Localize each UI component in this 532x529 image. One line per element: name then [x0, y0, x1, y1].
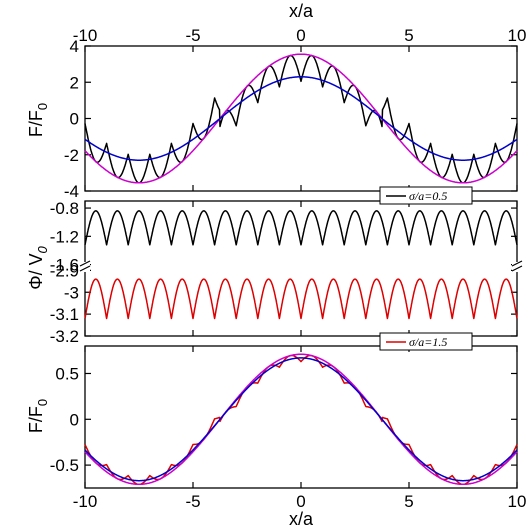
mid-upper-ytick-label: -1.6 — [50, 256, 79, 275]
bot-ytick-label: -0.5 — [50, 456, 79, 475]
legend-box-2 — [379, 332, 473, 351]
bottom-x-axis-title: x/a — [289, 509, 314, 529]
svg-text:Φ/ V0: Φ/ V0 — [26, 245, 50, 289]
bottom-panel-ticks: -10 -5 0 5 10 -0.5 0 0.5 — [50, 346, 527, 511]
bottom-y-axis-title-sub: 0 — [35, 399, 50, 406]
bottom-y-axis-title-main: F/F — [26, 406, 46, 433]
mid-upper-ytick-label: -0.8 — [50, 199, 79, 218]
mid-upper-ytick-label: -1.2 — [50, 227, 79, 246]
top-series-2 — [84, 76, 518, 161]
top-xtick-label: 10 — [508, 26, 527, 45]
bot-ytick-label: 0 — [70, 410, 79, 429]
bottom-series-0 — [84, 354, 518, 486]
axis-break-right-lower — [511, 265, 523, 272]
top-y-axis-title: F/F0 — [26, 103, 50, 137]
bottom-panel-series — [84, 353, 518, 486]
legend-label-1: σ/a=0.5 — [409, 189, 447, 203]
top-series-1 — [84, 53, 518, 184]
svg-text:F/F0: F/F0 — [26, 399, 50, 433]
top-ytick-label: -2 — [64, 146, 79, 165]
middle-y-axis-title-main: Φ/ V — [26, 253, 46, 289]
top-x-axis-title: x/a — [289, 1, 314, 21]
axis-break-right-gap — [512, 262, 522, 272]
bottom-series-1 — [84, 353, 518, 486]
bottom-y-axis-title: F/F0 — [26, 399, 50, 433]
axis-break-left-upper — [79, 260, 91, 267]
top-xtick-label: 5 — [404, 26, 413, 45]
mid-upper-series-0 — [84, 210, 518, 246]
top-xtick-label: -10 — [73, 26, 98, 45]
middle-y-axis-title: Φ/ V0 — [26, 245, 50, 289]
bot-xtick-label: -5 — [185, 492, 200, 511]
legend-label-2: σ/a=1.5 — [409, 335, 447, 349]
top-y-axis-title-main: F/F — [26, 110, 46, 137]
bot-xtick-label: 5 — [404, 492, 413, 511]
bottom-series-2 — [84, 357, 518, 482]
top-xtick-label: 0 — [296, 26, 305, 45]
legend-box-1 — [379, 186, 473, 205]
bot-xtick-label: 10 — [508, 492, 527, 511]
top-xtick-label: -5 — [185, 26, 200, 45]
mid-lower-series-0 — [84, 278, 518, 320]
legend-sigma-0-5: σ/a=0.5 — [379, 186, 473, 205]
middle-y-axis-title-sub: 0 — [35, 245, 50, 253]
top-ytick-label: -4 — [64, 182, 79, 201]
axis-break-left-gap — [80, 262, 90, 272]
top-series-0 — [84, 54, 518, 184]
svg-text:F/F0: F/F0 — [26, 103, 50, 137]
axis-break-right-upper — [511, 260, 523, 267]
axis-break-left-lower — [79, 265, 91, 272]
legend-sigma-1-5: σ/a=1.5 — [379, 332, 473, 351]
mid-lower-ytick-label: -3.2 — [50, 327, 79, 346]
top-ytick-label: 2 — [70, 73, 79, 92]
middle-panel-series — [84, 210, 518, 320]
top-panel-series — [84, 53, 518, 184]
top-panel-frame — [84, 45, 518, 192]
top-ytick-label: 4 — [70, 37, 79, 56]
bot-xtick-label: 0 — [296, 492, 305, 511]
bot-ytick-label: 0.5 — [55, 364, 79, 383]
mid-lower-ytick-label: -3 — [64, 283, 79, 302]
top-ytick-label: 0 — [70, 110, 79, 129]
mid-lower-ytick-label: -2.9 — [50, 261, 79, 280]
mid-lower-ytick-label: -3.1 — [50, 305, 79, 324]
bottom-panel-frame — [84, 345, 518, 489]
axis-break-marks — [79, 260, 523, 272]
top-panel-ticks: -10 -5 0 5 10 -4 -2 0 2 4 — [64, 26, 527, 201]
top-y-axis-title-sub: 0 — [35, 103, 50, 110]
bot-xtick-label: -10 — [73, 492, 98, 511]
